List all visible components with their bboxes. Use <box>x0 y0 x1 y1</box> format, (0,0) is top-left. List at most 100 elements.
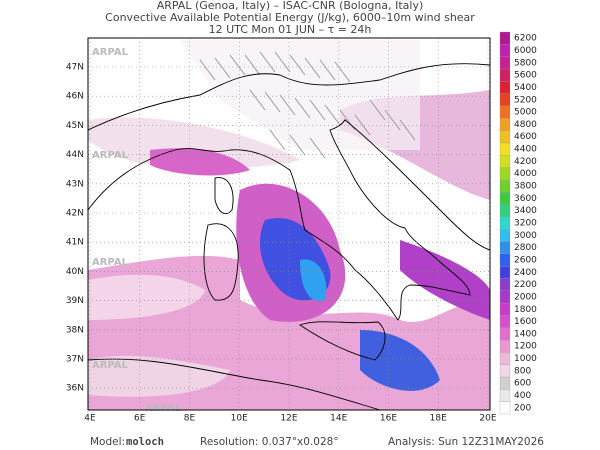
colorbar-label: 4400 <box>514 145 537 155</box>
lon-label: 8E <box>184 414 196 424</box>
colorbar-label: 2600 <box>514 255 537 265</box>
watermark: ARPAL <box>92 257 129 268</box>
resolution: Resolution: 0.037°x0.028° <box>200 436 339 448</box>
colorbar-cell <box>499 364 511 378</box>
lon-label: 4E <box>84 414 96 424</box>
lat-label: 36N <box>66 384 84 394</box>
colorbar-label: 4200 <box>514 157 537 167</box>
watermark: ARPAL <box>92 47 129 58</box>
colorbar-label: 200 <box>514 403 531 413</box>
colorbar-cell <box>499 142 511 156</box>
colorbar-cell <box>499 253 511 267</box>
colorbar-label: 2000 <box>514 292 537 302</box>
colorbar-label: 6200 <box>514 34 537 44</box>
colorbar-label: 1400 <box>514 329 537 339</box>
watermark: ARPAL <box>92 150 129 161</box>
colorbar-cell <box>499 31 511 45</box>
colorbar-label: 3000 <box>514 231 537 241</box>
colorbar-cell <box>499 81 511 94</box>
colorbar-cell <box>499 401 511 415</box>
colorbar-cell <box>499 216 511 230</box>
lat-label: 39N <box>66 296 84 306</box>
lat-label: 43N <box>66 179 84 189</box>
colorbar-label: 3800 <box>514 182 537 192</box>
analysis: Analysis: Sun 12Z31MAY2026 <box>388 436 544 448</box>
lon-label: 12E <box>280 414 297 424</box>
model-name: moloch <box>126 436 164 448</box>
grid: 47N 46N 45N 44N 43N 42N 41N 40N 39N 38N 37N 36N 4E 6E… <box>66 38 497 424</box>
colorbar-cell <box>499 167 511 181</box>
header-line: Convective Available Potential Energy (J… <box>105 11 475 24</box>
colorbar-cell <box>499 278 511 291</box>
colorbar-label: 4600 <box>514 132 537 142</box>
colorbar-label: 3200 <box>514 219 537 229</box>
header-line: 12 UTC Mon 01 JUN – τ = 24h <box>209 23 372 36</box>
watermarks: ARPAL ARPAL ARPAL ARPAL ARPAL <box>92 47 182 414</box>
colorbar-cell <box>499 302 511 316</box>
watermark: ARPAL <box>92 360 129 371</box>
lat-label: 37N <box>66 355 84 365</box>
colorbar-cell <box>499 130 511 144</box>
colorbar-label: 2400 <box>514 268 537 278</box>
colorbar-label: 4800 <box>514 120 537 130</box>
lat-label: 47N <box>66 63 84 73</box>
colorbar-cell <box>499 44 511 57</box>
colorbar-label: 4000 <box>514 169 537 179</box>
colorbar-label: 5000 <box>514 108 537 118</box>
colorbar-label: 5200 <box>514 95 537 105</box>
colorbar-cell <box>499 56 511 70</box>
lon-label: 18E <box>430 414 447 424</box>
colorbar-cell <box>499 155 511 168</box>
colorbar-cell <box>499 339 511 353</box>
colorbar-label: 5400 <box>514 83 537 93</box>
lat-label: 45N <box>66 121 84 131</box>
lon-label: 14E <box>330 414 347 424</box>
lat-label: 44N <box>66 150 84 160</box>
colorbar-cell <box>499 68 511 82</box>
colorbar-label: 1600 <box>514 317 537 327</box>
colorbar-cell <box>499 352 511 365</box>
colorbar-label: 3400 <box>514 206 537 216</box>
colorbar-cell <box>499 389 511 402</box>
lat-label: 46N <box>66 92 84 102</box>
colorbar-cell <box>499 229 511 242</box>
model-label: Model: <box>90 436 125 448</box>
colorbar-cell <box>499 192 511 205</box>
lat-label: 38N <box>66 325 84 335</box>
lat-label: 40N <box>66 267 84 277</box>
colorbar-label: 2800 <box>514 243 537 253</box>
colorbar-cell <box>499 376 511 390</box>
colorbar-label: 5800 <box>514 58 537 68</box>
colorbar-cell <box>499 265 511 279</box>
lon-label: 10E <box>231 414 248 424</box>
colorbar-cell <box>499 179 511 193</box>
colorbar-cell <box>499 241 511 254</box>
colorbar-label: 1800 <box>514 305 537 315</box>
colorbar: 200 400 600 800 1000 1200 1400 1600 1800 2000 2200… <box>499 31 537 415</box>
colorbar-label: 600 <box>514 379 531 389</box>
colorbar-cell <box>499 290 511 304</box>
colorbar-label: 5600 <box>514 71 537 81</box>
lat-label: 41N <box>66 238 84 248</box>
lon-label: 20E <box>479 414 496 424</box>
colorbar-label: 1200 <box>514 342 537 352</box>
colorbar-cell <box>499 204 511 217</box>
map-frame <box>87 37 491 411</box>
colorbar-label: 1000 <box>514 354 537 364</box>
colorbar-cell <box>499 327 511 341</box>
header-line: ARPAL (Genoa, Italy) – ISAC-CNR (Bologna… <box>157 0 424 12</box>
map-area <box>88 38 490 410</box>
colorbar-label: 800 <box>514 366 531 376</box>
colorbar-label: 3600 <box>514 194 537 204</box>
watermark: ARPAL <box>145 403 182 414</box>
lon-label: 6E <box>134 414 146 424</box>
lat-label: 42N <box>66 209 84 219</box>
lon-label: 16E <box>380 414 397 424</box>
colorbar-label: 6000 <box>514 46 537 56</box>
colorbar-label: 400 <box>514 391 531 401</box>
colorbar-cell <box>499 105 511 119</box>
colorbar-cell <box>499 315 511 328</box>
colorbar-cell <box>499 93 511 107</box>
colorbar-cell <box>499 118 511 131</box>
